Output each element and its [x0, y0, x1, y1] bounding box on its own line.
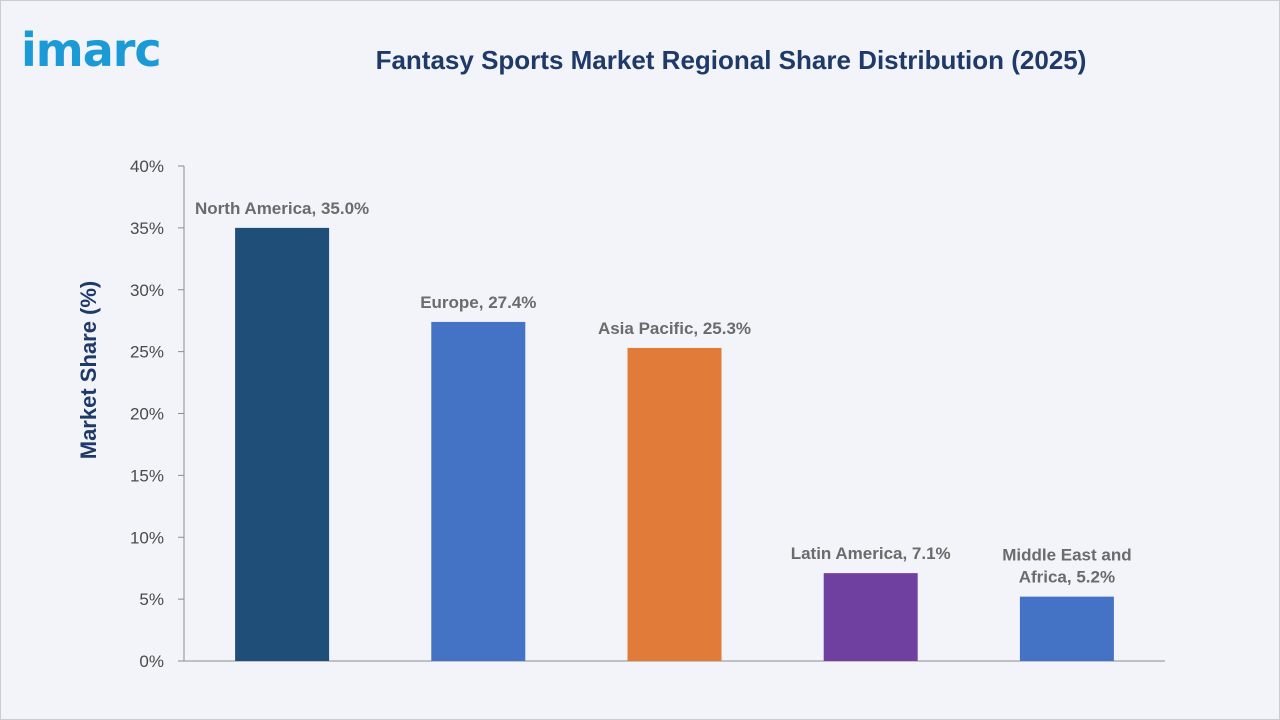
y-tick-label: 20%: [130, 405, 164, 424]
y-tick-label: 40%: [130, 157, 164, 176]
y-axis-title: Market Share (%): [76, 281, 101, 460]
y-axis: 0% 5% 10% 15% 20% 25% 30% 35% 40%: [130, 157, 185, 671]
y-tick-label: 15%: [130, 466, 164, 485]
data-label: Latin America, 7.1%: [791, 544, 951, 563]
imarc-logo: imarc: [21, 23, 162, 77]
bars: [235, 227, 1114, 661]
data-label: Africa, 5.2%: [1019, 568, 1115, 587]
bar-north-america: [235, 227, 330, 661]
bar-asia-pacific: [627, 347, 722, 661]
y-tick-label: 5%: [139, 590, 164, 609]
data-label: Asia Pacific, 25.3%: [598, 319, 751, 338]
bar-latin-america: [823, 573, 918, 661]
data-label: Europe, 27.4%: [420, 293, 536, 312]
data-label: Middle East and: [1002, 546, 1131, 565]
bar-middle-east-and-africa: [1019, 596, 1114, 661]
y-tick-label: 30%: [130, 281, 164, 300]
y-tick-label: 10%: [130, 528, 164, 547]
chart-title: Fantasy Sports Market Regional Share Dis…: [375, 45, 1087, 75]
data-labels: North America, 35.0% Europe, 27.4% Asia Pa…: [195, 199, 1132, 587]
y-tick-label: 0%: [139, 652, 164, 671]
bar-europe: [431, 321, 526, 661]
y-tick-label: 35%: [130, 219, 164, 238]
y-tick-label: 25%: [130, 343, 164, 362]
data-label: North America, 35.0%: [195, 199, 369, 218]
